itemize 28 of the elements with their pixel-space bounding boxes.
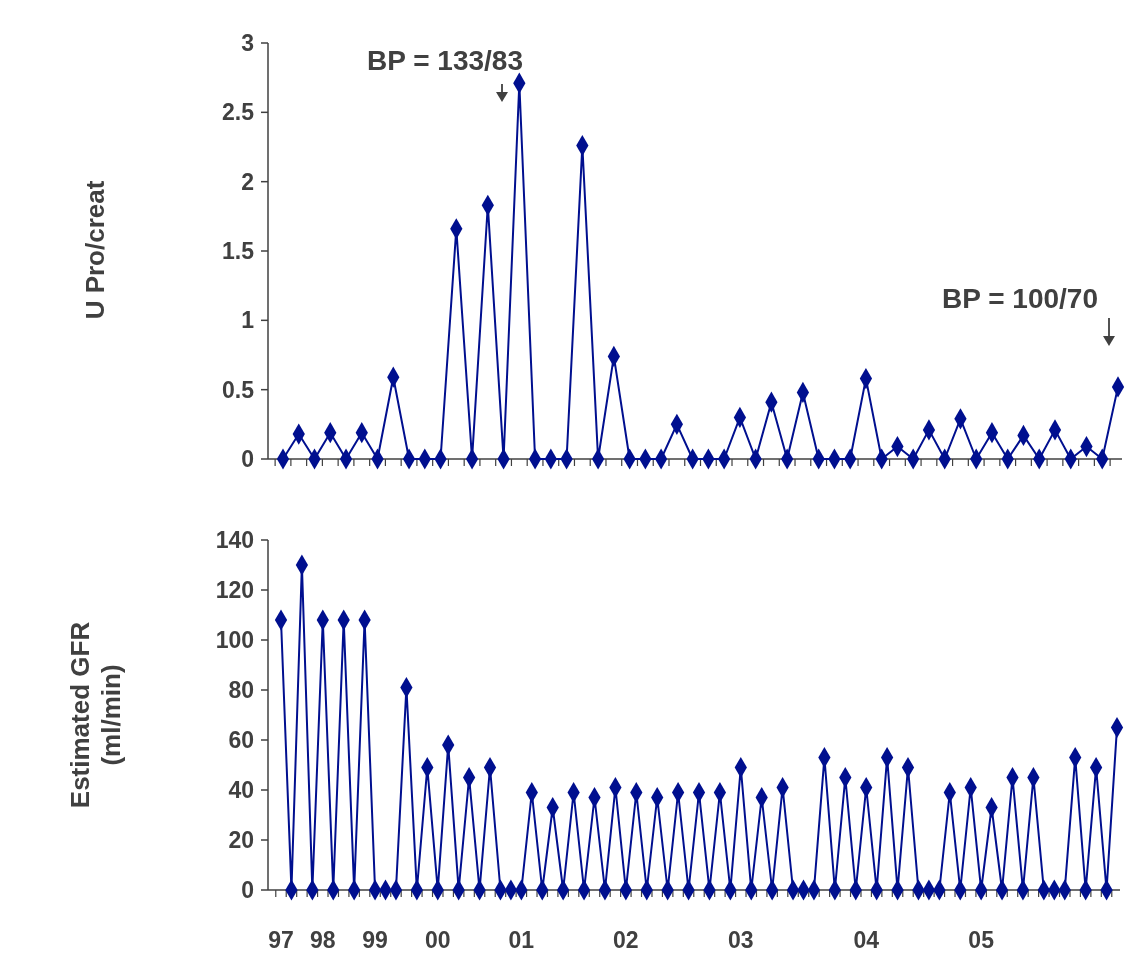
y-tick-label: 0 (241, 877, 254, 904)
x-tick-label: 98 (310, 927, 336, 953)
y-tick-label: 1.5 (222, 238, 255, 265)
x-tick-label: 03 (728, 927, 754, 953)
y-axis-title: Estimated GFR (ml/min) (64, 621, 126, 809)
y-tick-label: 0 (241, 446, 254, 473)
y-tick-label: 1 (241, 307, 255, 334)
y-tick-label: 100 (215, 627, 254, 654)
y-tick-label: 20 (228, 827, 254, 854)
y-tick-label: 60 (228, 727, 254, 754)
x-tick-label: 01 (508, 927, 535, 953)
annotation: BP = 133/83 (367, 45, 523, 76)
y-tick-label: 120 (215, 577, 254, 604)
y-tick-label: 40 (228, 777, 254, 804)
y-tick-label: 2.5 (222, 99, 255, 126)
y-tick-label: 3 (241, 30, 254, 57)
x-tick-label: 97 (268, 927, 294, 953)
x-tick-label: 00 (424, 927, 451, 953)
y-tick-label: 2 (241, 168, 254, 195)
x-tick-label: 99 (362, 927, 388, 953)
x-tick-label: 04 (853, 927, 880, 953)
y-tick-label: 140 (215, 527, 254, 554)
x-tick-label: 02 (613, 927, 639, 953)
annotation: BP = 100/70 (942, 283, 1098, 314)
y-tick-label: 80 (228, 677, 254, 704)
x-tick-label: 05 (968, 927, 995, 953)
y-tick-label: 0.5 (222, 376, 255, 403)
y-axis-title: U Pro/creat (80, 180, 111, 320)
